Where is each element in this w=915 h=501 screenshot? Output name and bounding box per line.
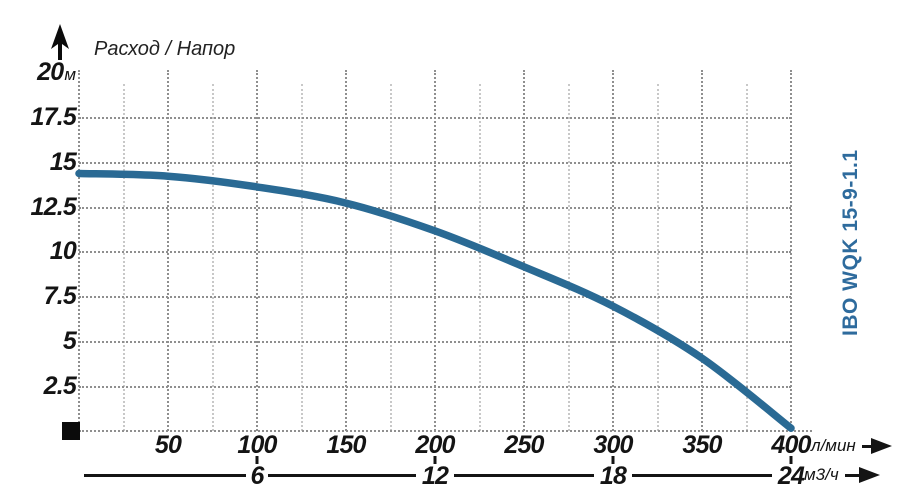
x-tick-label: 300 <box>593 431 633 459</box>
x-axis2-arrow-line <box>844 473 859 477</box>
gridline-vertical-minor <box>300 84 303 431</box>
secondary-axis-tick <box>433 456 437 464</box>
gridline-vertical-minor <box>567 84 570 431</box>
gridline-horizontal <box>79 385 791 388</box>
secondary-axis-tick <box>611 456 615 464</box>
y-axis-unit-label: м <box>64 65 76 84</box>
x2-tick-label: 18 <box>599 462 627 490</box>
y-tick-label: 2.5 <box>0 371 77 400</box>
y-axis-up-arrow-icon <box>51 24 69 60</box>
secondary-axis-tick <box>789 456 793 464</box>
gridline-horizontal <box>79 296 791 299</box>
x-tick-label: 250 <box>504 431 544 459</box>
secondary-axis-line <box>454 474 594 477</box>
y-tick-value: 12.5 <box>30 192 77 221</box>
gridline-vertical-major <box>701 70 703 431</box>
gridline-vertical-minor <box>211 84 214 431</box>
y-tick-value: 5 <box>62 327 77 356</box>
gridline-horizontal <box>79 341 791 344</box>
x-axis-right-arrow-icon <box>870 438 892 454</box>
y-tick-label: 10 <box>0 237 77 266</box>
gridline-horizontal <box>79 206 791 209</box>
y-axis-line <box>78 70 80 431</box>
y-tick-label: 5 <box>0 327 77 356</box>
gridline-vertical-major <box>790 70 792 431</box>
secondary-axis-line <box>84 474 246 477</box>
gridline-vertical-minor <box>478 84 481 431</box>
y-tick-value: 17.5 <box>30 102 77 131</box>
x-tick-label: 350 <box>682 431 722 459</box>
y-tick-label: 12.5 <box>0 192 77 221</box>
x2-tick-label: 6 <box>250 462 264 490</box>
y-tick-label: 20м <box>0 60 76 85</box>
gridline-vertical-major <box>167 70 169 431</box>
gridline-vertical-minor <box>656 84 659 431</box>
y-tick-label: 7.5 <box>0 282 77 311</box>
gridline-vertical-major <box>612 70 614 431</box>
y-tick-value: 15 <box>49 147 77 176</box>
x-tick-label: 150 <box>326 431 366 459</box>
x-axis-unit-group: л/мин <box>811 436 892 456</box>
gridline-vertical-major <box>256 70 258 431</box>
x-tick-label: 200 <box>415 431 455 459</box>
pump-curve <box>75 169 795 432</box>
x-tick-label: 50 <box>154 431 182 459</box>
x-axis-unit-label: л/мин <box>811 436 856 455</box>
y-tick-label: 15 <box>0 147 77 176</box>
x-axis-line <box>79 430 812 432</box>
y-tick-value: 20 <box>37 58 64 86</box>
gridline-horizontal <box>79 251 791 254</box>
gridline-horizontal <box>79 161 791 164</box>
origin-marker <box>62 422 80 440</box>
gridline-vertical-minor <box>745 84 748 431</box>
gridline-vertical-major <box>434 70 436 431</box>
secondary-axis-tick <box>255 456 259 464</box>
y-tick-value: 10 <box>49 237 77 266</box>
x2-tick-label: 12 <box>421 462 449 490</box>
gridline-vertical-major <box>345 70 347 431</box>
gridline-vertical-major <box>523 70 525 431</box>
secondary-axis-line <box>268 474 416 477</box>
x-axis2-right-arrow-icon <box>858 467 880 483</box>
gridline-horizontal <box>79 116 791 119</box>
x-axis2-unit-group: м3/ч <box>804 465 880 485</box>
x-tick-label: 400 <box>771 431 811 459</box>
x2-tick-label: 24 <box>777 462 805 490</box>
y-tick-label: 17.5 <box>0 102 77 131</box>
gridline-vertical-minor <box>389 84 392 431</box>
y-tick-value: 2.5 <box>43 371 77 400</box>
gridline-vertical-minor <box>122 84 125 431</box>
secondary-axis-line <box>632 474 772 477</box>
y-tick-value: 7.5 <box>43 282 77 311</box>
x-axis2-unit-label: м3/ч <box>804 465 839 484</box>
chart-title: Расход / Напор <box>94 38 236 60</box>
x-axis-arrow-line <box>861 444 871 448</box>
x-tick-label: 100 <box>237 431 277 459</box>
